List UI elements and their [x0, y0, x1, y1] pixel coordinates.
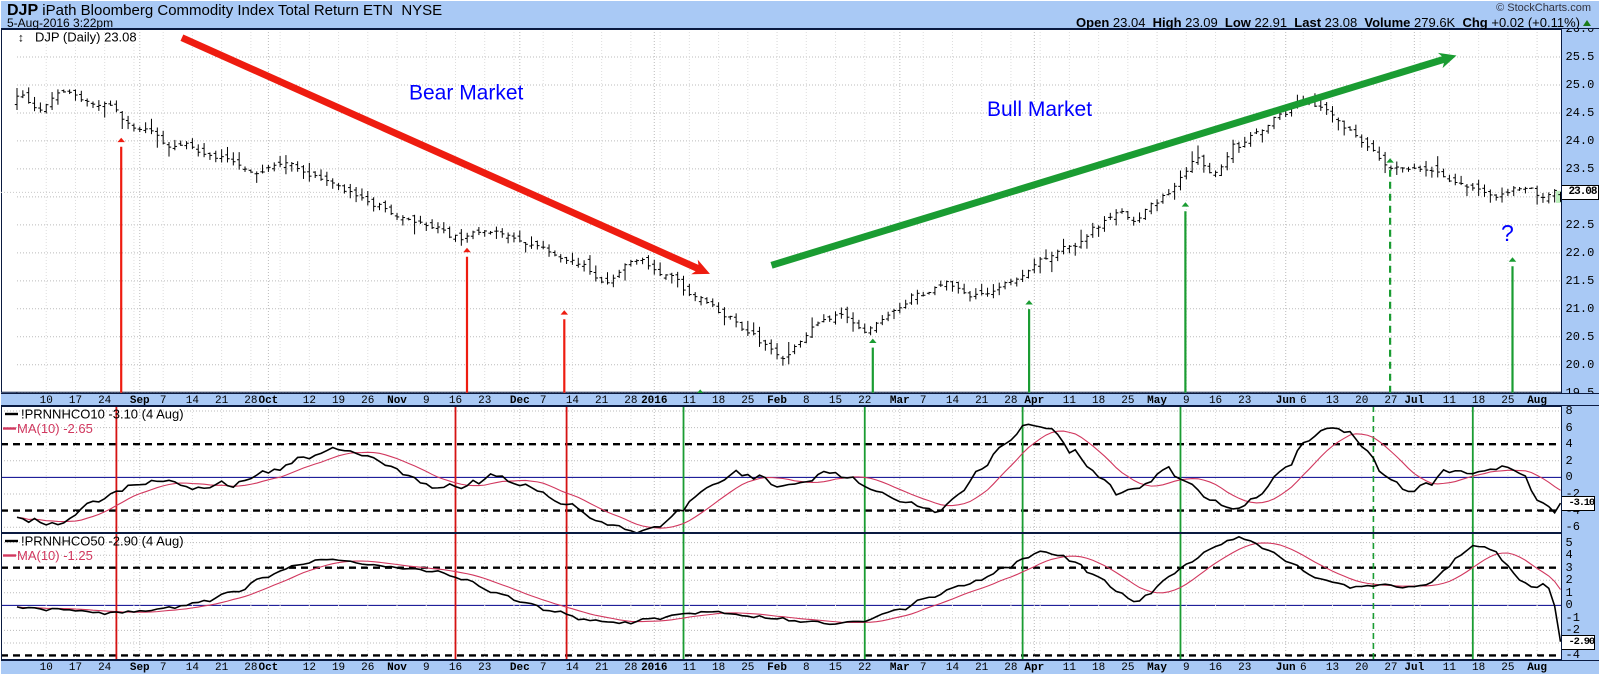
svg-text:!PRNNHCO10 -3.10 (4 Aug): !PRNNHCO10 -3.10 (4 Aug) [21, 407, 184, 422]
svg-text:MA(10) -1.25: MA(10) -1.25 [17, 548, 93, 563]
svg-text:DJP (Daily) 23.08: DJP (Daily) 23.08 [35, 30, 137, 45]
svg-text:!PRNNHCO50 -2.90 (4 Aug): !PRNNHCO50 -2.90 (4 Aug) [21, 534, 184, 549]
svg-text:↕: ↕ [18, 31, 24, 45]
svg-text:Bull Market: Bull Market [987, 98, 1092, 121]
svg-text:MA(10) -2.65: MA(10) -2.65 [17, 421, 93, 436]
svg-text:Bear Market: Bear Market [409, 82, 524, 105]
svg-text:?: ? [1501, 220, 1514, 246]
